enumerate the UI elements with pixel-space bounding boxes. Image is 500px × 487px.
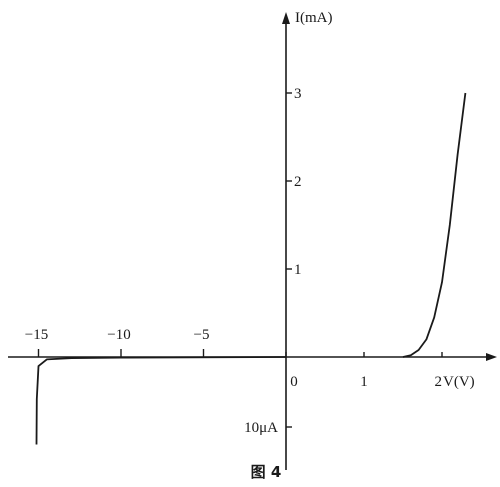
x-tick-label: 0 — [290, 374, 298, 390]
y-axis-title: I(mA) — [295, 10, 333, 26]
axes — [8, 12, 497, 470]
x-tick-label-negative: −5 — [194, 327, 210, 343]
x-tick-label: 1 — [360, 374, 368, 390]
figure-caption: 图 4 — [251, 463, 282, 481]
reverse-curve — [35, 356, 287, 445]
x-axis-title: V(V) — [443, 374, 475, 390]
y-axis-arrow — [282, 12, 290, 24]
x-tick-label: 2 — [435, 374, 443, 390]
y-tick-label: 3 — [294, 86, 302, 102]
y-tick-label: 1 — [294, 262, 302, 278]
y-scale-note: 10μA — [244, 420, 278, 436]
x-axis-arrow — [486, 353, 497, 361]
ticks — [37, 92, 443, 428]
forward-curve — [402, 92, 467, 358]
x-tick-label-negative: −10 — [107, 327, 130, 343]
y-tick-label: 2 — [294, 174, 302, 190]
curves — [35, 92, 467, 445]
x-tick-label-negative: −15 — [25, 327, 48, 343]
